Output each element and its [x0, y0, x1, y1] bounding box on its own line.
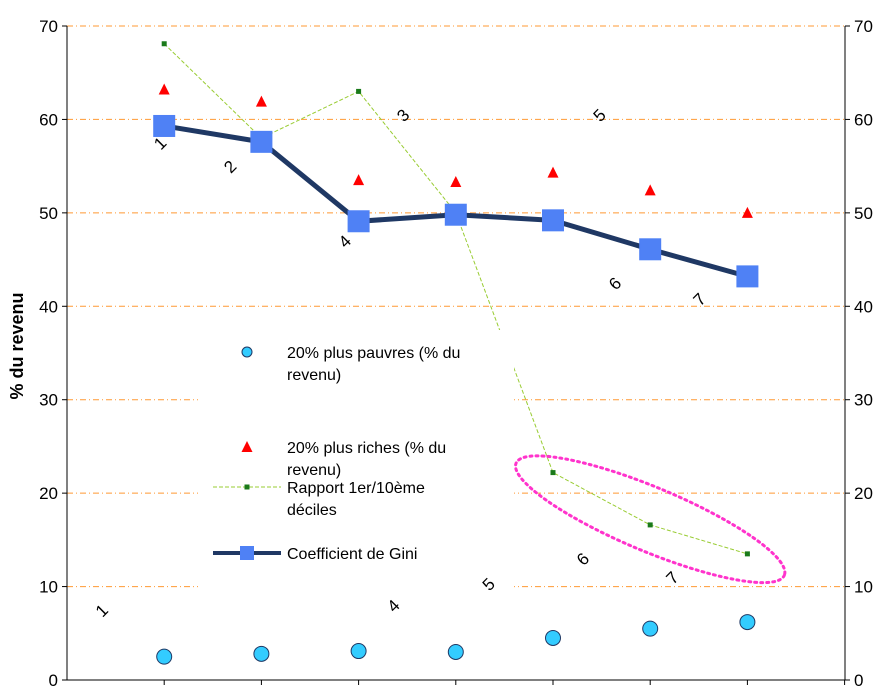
- y-axis-right-ticks: 0 10 20 30 40 50 60 70: [845, 17, 873, 686]
- y-tick-label: 30: [39, 391, 58, 410]
- y-tick-label-right: 70: [854, 17, 873, 36]
- y-axis-label: % du revenu: [7, 292, 27, 399]
- data-point: [353, 174, 365, 186]
- legend-label: revenu): [287, 462, 341, 479]
- data-point: [450, 176, 462, 188]
- data-point: [644, 184, 656, 196]
- y-tick-label: 60: [39, 110, 58, 129]
- y-tick-label: 0: [49, 671, 58, 686]
- data-point: [161, 41, 167, 47]
- legend-label: Rapport 1er/10ème: [287, 480, 425, 497]
- data-point: [647, 522, 653, 528]
- data-point: [156, 648, 173, 665]
- y-tick-label: 10: [39, 578, 58, 597]
- series-layer: [153, 41, 759, 665]
- legend-label: déciles: [287, 502, 337, 519]
- series-markers: [156, 614, 756, 665]
- y-axis-left-ticks: 0 10 20 30 40 50 60 70: [39, 17, 67, 686]
- data-point: [347, 210, 370, 233]
- legend-marker: [241, 441, 253, 452]
- legend-item: 20% plus riches (% du revenu): [241, 440, 446, 479]
- y-tick-label-right: 60: [854, 110, 873, 129]
- y-tick-label-right: 30: [854, 391, 873, 410]
- data-point: [356, 88, 362, 94]
- data-point: [736, 265, 759, 288]
- y-tick-label-right: 50: [854, 204, 873, 223]
- legend-label: revenu): [287, 367, 341, 384]
- y-tick-label-right: 10: [854, 578, 873, 597]
- legend-marker: [240, 546, 254, 560]
- legend-label: Coefficient de Gini: [287, 546, 417, 563]
- data-point: [542, 209, 564, 232]
- y-tick-label-right: 40: [854, 297, 873, 316]
- series-markers: [158, 83, 753, 218]
- y-tick-label-right: 20: [854, 484, 873, 503]
- data-point: [158, 83, 170, 95]
- data-point: [550, 470, 556, 476]
- data-point: [639, 238, 662, 261]
- data-point: [447, 643, 464, 660]
- data-point: [444, 203, 467, 226]
- legend-marker: [244, 484, 250, 490]
- legend-label: 20% plus pauvres (% du: [287, 345, 460, 362]
- legend-item: Rapport 1er/10ème déciles: [213, 480, 425, 519]
- legend-marker: [241, 346, 253, 358]
- data-point: [741, 206, 753, 218]
- data-point: [739, 614, 756, 631]
- y-tick-label: 20: [39, 484, 58, 503]
- data-point: [255, 95, 267, 107]
- data-point: [253, 645, 270, 662]
- data-point: [153, 114, 176, 137]
- data-point: [545, 629, 561, 646]
- data-point: [250, 130, 273, 153]
- data-point: [350, 643, 367, 660]
- legend-item: 20% plus pauvres (% du revenu): [241, 345, 460, 384]
- y-tick-label: 70: [39, 17, 58, 36]
- data-point: [744, 551, 750, 557]
- legend-label: 20% plus riches (% du: [287, 440, 446, 457]
- data-point: [547, 166, 559, 178]
- data-point: [642, 620, 659, 637]
- legend-box: [198, 330, 514, 588]
- y-tick-label: 50: [39, 204, 58, 223]
- y-tick-label: 40: [39, 297, 58, 316]
- series-markers: [153, 114, 759, 288]
- y-tick-label-right: 0: [854, 671, 863, 686]
- legend-item: Coefficient de Gini: [213, 546, 417, 563]
- highlight-ellipse: [514, 454, 787, 585]
- axes: [66, 26, 846, 685]
